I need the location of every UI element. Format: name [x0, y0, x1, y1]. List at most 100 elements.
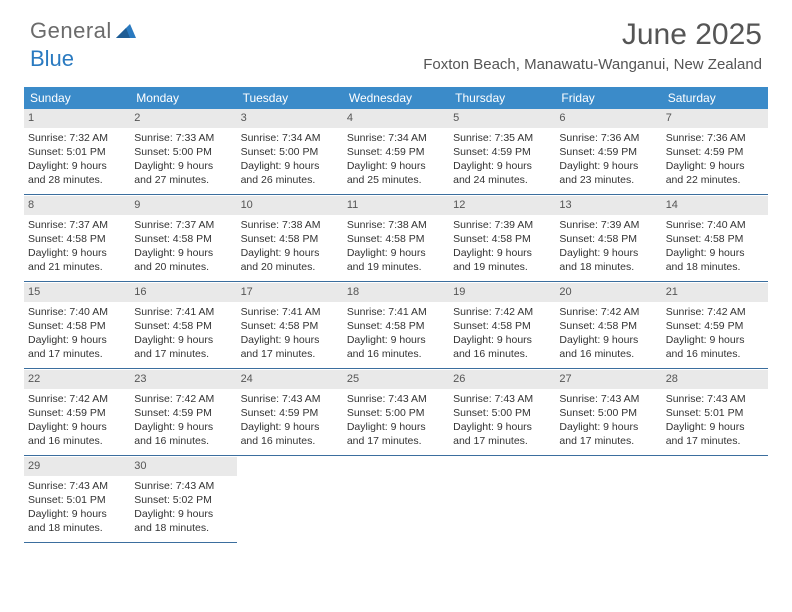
day-info: Sunrise: 7:40 AMSunset: 4:58 PMDaylight:…	[666, 218, 764, 275]
calendar-day	[449, 457, 555, 542]
month-title: June 2025	[423, 18, 762, 52]
day-number: 9	[130, 196, 236, 215]
calendar-day: 27 Sunrise: 7:43 AMSunset: 5:00 PMDayligh…	[555, 370, 661, 455]
calendar-week: 22Sunrise: 7:42 AMSunset: 4:59 PMDayligh…	[24, 370, 768, 455]
calendar-week: 1 Sunrise: 7:32 AMSunset: 5:01 PMDaylight…	[24, 109, 768, 194]
logo-text-blue: Blue	[30, 46, 74, 72]
day-number: 19	[449, 283, 555, 302]
calendar-day	[662, 457, 768, 542]
calendar-day: 20 Sunrise: 7:42 AMSunset: 4:58 PMDayligh…	[555, 283, 661, 368]
day-header: Wednesday	[343, 87, 449, 109]
day-number: 28	[662, 370, 768, 389]
calendar-day: 19 Sunrise: 7:42 AMSunset: 4:58 PMDayligh…	[449, 283, 555, 368]
day-info: Sunrise: 7:39 AMSunset: 4:58 PMDaylight:…	[453, 218, 551, 275]
day-info: Sunrise: 7:34 AMSunset: 4:59 PMDaylight:…	[347, 131, 445, 188]
day-header: Tuesday	[237, 87, 343, 109]
location-text: Foxton Beach, Manawatu-Wanganui, New Zea…	[423, 56, 762, 73]
day-header-row: SundayMondayTuesdayWednesdayThursdayFrid…	[24, 87, 768, 109]
calendar-day: 25 Sunrise: 7:43 AMSunset: 5:00 PMDayligh…	[343, 370, 449, 455]
day-info: Sunrise: 7:38 AMSunset: 4:58 PMDaylight:…	[347, 218, 445, 275]
day-number: 29	[24, 457, 130, 476]
day-number: 26	[449, 370, 555, 389]
day-info: Sunrise: 7:40 AMSunset: 4:58 PMDaylight:…	[28, 305, 126, 362]
day-info: Sunrise: 7:37 AMSunset: 4:58 PMDaylight:…	[134, 218, 232, 275]
day-number: 13	[555, 196, 661, 215]
day-number: 16	[130, 283, 236, 302]
day-info: Sunrise: 7:39 AMSunset: 4:58 PMDaylight:…	[559, 218, 657, 275]
calendar-day: 2Sunrise: 7:33 AMSunset: 5:00 PMDaylight…	[130, 109, 236, 194]
day-number: 2	[130, 109, 236, 128]
day-info: Sunrise: 7:41 AMSunset: 4:58 PMDaylight:…	[347, 305, 445, 362]
day-number: 25	[343, 370, 449, 389]
day-info: Sunrise: 7:43 AMSunset: 5:00 PMDaylight:…	[559, 392, 657, 449]
calendar-day: 4 Sunrise: 7:34 AMSunset: 4:59 PMDaylight…	[343, 109, 449, 194]
day-info: Sunrise: 7:42 AMSunset: 4:58 PMDaylight:…	[453, 305, 551, 362]
day-number: 4	[343, 109, 449, 128]
calendar-day: 15Sunrise: 7:40 AMSunset: 4:58 PMDayligh…	[24, 283, 130, 368]
day-number: 27	[555, 370, 661, 389]
calendar-day: 26Sunrise: 7:43 AMSunset: 5:00 PMDayligh…	[449, 370, 555, 455]
calendar-day: 16 Sunrise: 7:41 AMSunset: 4:58 PMDayligh…	[130, 283, 236, 368]
logo-text-general: General	[30, 18, 112, 44]
day-header: Friday	[555, 87, 661, 109]
calendar-day: 11 Sunrise: 7:38 AMSunset: 4:58 PMDayligh…	[343, 196, 449, 281]
day-info: Sunrise: 7:32 AMSunset: 5:01 PMDaylight:…	[28, 131, 126, 188]
calendar-day: 18Sunrise: 7:41 AMSunset: 4:58 PMDayligh…	[343, 283, 449, 368]
calendar-day: 17 Sunrise: 7:41 AMSunset: 4:58 PMDayligh…	[237, 283, 343, 368]
day-number: 5	[449, 109, 555, 128]
day-number: 6	[555, 109, 661, 128]
day-number: 10	[237, 196, 343, 215]
day-info: Sunrise: 7:36 AMSunset: 4:59 PMDaylight:…	[559, 131, 657, 188]
day-number: 11	[343, 196, 449, 215]
day-number: 17	[237, 283, 343, 302]
calendar-day	[343, 457, 449, 542]
day-info: Sunrise: 7:36 AMSunset: 4:59 PMDaylight:…	[666, 131, 764, 188]
calendar-day: 8Sunrise: 7:37 AMSunset: 4:58 PMDaylight…	[24, 196, 130, 281]
calendar-week: 15Sunrise: 7:40 AMSunset: 4:58 PMDayligh…	[24, 283, 768, 368]
calendar-body: 1 Sunrise: 7:32 AMSunset: 5:01 PMDaylight…	[24, 109, 768, 542]
day-info: Sunrise: 7:43 AMSunset: 5:01 PMDaylight:…	[28, 479, 126, 536]
calendar-day	[555, 457, 661, 542]
day-info: Sunrise: 7:41 AMSunset: 4:58 PMDaylight:…	[241, 305, 339, 362]
calendar-day: 24 Sunrise: 7:43 AMSunset: 4:59 PMDayligh…	[237, 370, 343, 455]
day-info: Sunrise: 7:42 AMSunset: 4:59 PMDaylight:…	[666, 305, 764, 362]
day-info: Sunrise: 7:35 AMSunset: 4:59 PMDaylight:…	[453, 131, 551, 188]
calendar-day: 9 Sunrise: 7:37 AMSunset: 4:58 PMDaylight…	[130, 196, 236, 281]
day-number: 3	[237, 109, 343, 128]
calendar-day: 10 Sunrise: 7:38 AMSunset: 4:58 PMDayligh…	[237, 196, 343, 281]
day-info: Sunrise: 7:43 AMSunset: 5:00 PMDaylight:…	[347, 392, 445, 449]
day-info: Sunrise: 7:43 AMSunset: 4:59 PMDaylight:…	[241, 392, 339, 449]
day-number: 24	[237, 370, 343, 389]
calendar-day: 5 Sunrise: 7:35 AMSunset: 4:59 PMDaylight…	[449, 109, 555, 194]
day-number: 21	[662, 283, 768, 302]
calendar-day: 23 Sunrise: 7:42 AMSunset: 4:59 PMDayligh…	[130, 370, 236, 455]
calendar-week: 29 Sunrise: 7:43 AMSunset: 5:01 PMDayligh…	[24, 457, 768, 542]
day-number: 1	[24, 109, 130, 128]
day-number: 20	[555, 283, 661, 302]
day-info: Sunrise: 7:43 AMSunset: 5:02 PMDaylight:…	[134, 479, 232, 536]
day-info: Sunrise: 7:41 AMSunset: 4:58 PMDaylight:…	[134, 305, 232, 362]
day-number: 8	[24, 196, 130, 215]
day-info: Sunrise: 7:34 AMSunset: 5:00 PMDaylight:…	[241, 131, 339, 188]
day-info: Sunrise: 7:42 AMSunset: 4:59 PMDaylight:…	[28, 392, 126, 449]
calendar-day: 1 Sunrise: 7:32 AMSunset: 5:01 PMDaylight…	[24, 109, 130, 194]
calendar-day: 30 Sunrise: 7:43 AMSunset: 5:02 PMDayligh…	[130, 457, 236, 542]
calendar-day: 13 Sunrise: 7:39 AMSunset: 4:58 PMDayligh…	[555, 196, 661, 281]
day-info: Sunrise: 7:38 AMSunset: 4:58 PMDaylight:…	[241, 218, 339, 275]
day-number: 30	[130, 457, 236, 476]
day-number: 22	[24, 370, 130, 389]
calendar-day: 12 Sunrise: 7:39 AMSunset: 4:58 PMDayligh…	[449, 196, 555, 281]
day-header: Thursday	[449, 87, 555, 109]
calendar-day: 28Sunrise: 7:43 AMSunset: 5:01 PMDayligh…	[662, 370, 768, 455]
day-number: 23	[130, 370, 236, 389]
logo-triangle-icon	[116, 18, 136, 44]
calendar-day: 21 Sunrise: 7:42 AMSunset: 4:59 PMDayligh…	[662, 283, 768, 368]
calendar-table: SundayMondayTuesdayWednesdayThursdayFrid…	[24, 87, 768, 543]
day-info: Sunrise: 7:42 AMSunset: 4:58 PMDaylight:…	[559, 305, 657, 362]
calendar-day: 29 Sunrise: 7:43 AMSunset: 5:01 PMDayligh…	[24, 457, 130, 542]
day-info: Sunrise: 7:42 AMSunset: 4:59 PMDaylight:…	[134, 392, 232, 449]
day-number: 12	[449, 196, 555, 215]
calendar-day: 7Sunrise: 7:36 AMSunset: 4:59 PMDaylight…	[662, 109, 768, 194]
day-header: Sunday	[24, 87, 130, 109]
day-number: 14	[662, 196, 768, 215]
